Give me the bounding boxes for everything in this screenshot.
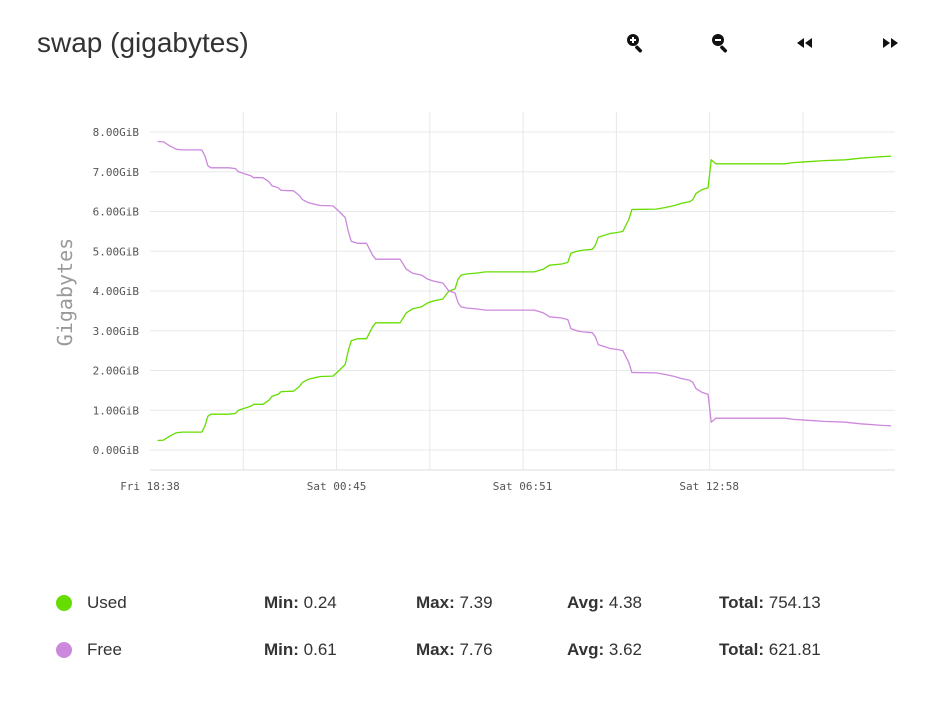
legend-row-free[interactable]: Free Min: 0.61 Max: 7.76 Avg: 3.62 Total…: [0, 637, 933, 665]
zoom-in-button[interactable]: [621, 28, 651, 58]
legend-name-free: Free: [87, 640, 122, 659]
legend-dot-free: [56, 642, 72, 658]
legend-name-used: Used: [87, 593, 127, 612]
legend-min-free: Min: 0.61: [264, 640, 337, 659]
y-axis-label: Gigabytes: [53, 238, 77, 346]
x-tick-label: Sat 00:45: [307, 480, 367, 493]
legend-avg-used: Avg: 4.38: [567, 593, 642, 612]
x-tick-label: Sat 12:58: [679, 480, 739, 493]
zoom-in-icon: [627, 34, 643, 53]
x-axis-ticks: Fri 18:38 Sat 00:45 Sat 06:51 Sat 12:58: [120, 480, 739, 493]
legend-max-free: Max: 7.76: [416, 640, 493, 659]
legend-dot-used: [56, 595, 72, 611]
y-tick-label: 8.00GiB: [93, 126, 140, 139]
y-tick-label: 7.00GiB: [93, 166, 140, 179]
chart-series: [157, 140, 892, 442]
zoom-out-icon: [712, 34, 728, 53]
rewind-icon: [797, 38, 812, 48]
y-tick-label: 1.00GiB: [93, 404, 140, 417]
zoom-out-button[interactable]: [706, 28, 736, 58]
y-tick-label: 3.00GiB: [93, 325, 140, 338]
y-tick-label: 6.00GiB: [93, 206, 140, 219]
series-line-free: [157, 140, 892, 427]
legend-avg-free: Avg: 3.62: [567, 640, 642, 659]
swap-line-chart: 0.00GiB 1.00GiB 2.00GiB 3.00GiB 4.00GiB 5.00G…: [53, 112, 895, 493]
series-line-used: [157, 155, 892, 442]
y-tick-label: 0.00GiB: [93, 444, 140, 457]
fast-forward-icon: [883, 38, 898, 48]
chart-toolbar: [0, 28, 933, 58]
chart-grid: [150, 112, 895, 471]
x-tick-label: Fri 18:38: [120, 480, 180, 493]
fast-forward-button[interactable]: [875, 28, 905, 58]
y-tick-label: 5.00GiB: [93, 245, 140, 258]
y-tick-label: 4.00GiB: [93, 285, 140, 298]
chart-title: swap (gigabytes): [37, 27, 249, 58]
legend-total-free: Total: 621.81: [719, 640, 821, 659]
rewind-button[interactable]: [790, 28, 820, 58]
legend-total-used: Total: 754.13: [719, 593, 821, 612]
y-axis-ticks: 0.00GiB 1.00GiB 2.00GiB 3.00GiB 4.00GiB 5.00G…: [93, 126, 140, 457]
y-tick-label: 2.00GiB: [93, 365, 140, 378]
legend-max-used: Max: 7.39: [416, 593, 493, 612]
x-tick-label: Sat 06:51: [493, 480, 553, 493]
legend-min-used: Min: 0.24: [264, 593, 337, 612]
legend-row-used[interactable]: Used Min: 0.24 Max: 7.39 Avg: 4.38 Total…: [0, 590, 933, 618]
